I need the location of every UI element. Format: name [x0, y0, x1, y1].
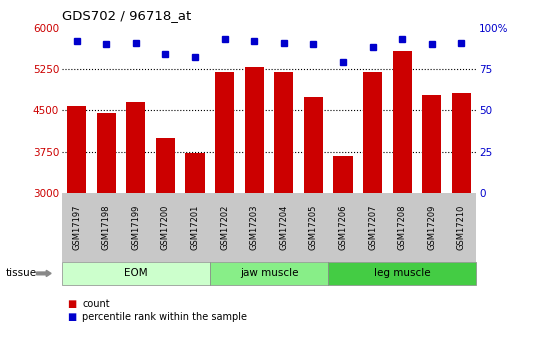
Bar [334, 156, 352, 193]
Text: GSM17205: GSM17205 [309, 205, 318, 250]
Text: GSM17200: GSM17200 [161, 205, 170, 250]
Bar [393, 51, 412, 193]
Bar [452, 93, 471, 193]
Text: GSM17206: GSM17206 [338, 205, 348, 250]
Text: GSM17197: GSM17197 [72, 205, 81, 250]
Bar [156, 138, 175, 193]
Text: percentile rank within the sample: percentile rank within the sample [82, 313, 247, 322]
Bar [304, 97, 323, 193]
Text: GSM17209: GSM17209 [427, 205, 436, 250]
Bar [245, 67, 264, 193]
Text: ■: ■ [67, 299, 76, 308]
Bar [363, 72, 382, 193]
Text: GSM17201: GSM17201 [190, 205, 200, 250]
Bar [67, 106, 86, 193]
Text: tissue: tissue [5, 268, 37, 278]
Bar [186, 154, 204, 193]
Text: GSM17207: GSM17207 [368, 205, 377, 250]
Text: ■: ■ [67, 313, 76, 322]
Text: leg muscle: leg muscle [374, 268, 430, 278]
Text: jaw muscle: jaw muscle [240, 268, 298, 278]
Text: GSM17210: GSM17210 [457, 205, 466, 250]
Text: GSM17202: GSM17202 [220, 205, 229, 250]
Bar [422, 95, 441, 193]
Bar [97, 113, 116, 193]
Text: GSM17203: GSM17203 [250, 205, 259, 250]
Bar [274, 72, 293, 193]
Text: count: count [82, 299, 110, 308]
Bar [215, 72, 234, 193]
Text: GSM17204: GSM17204 [279, 205, 288, 250]
Text: GDS702 / 96718_at: GDS702 / 96718_at [62, 9, 191, 22]
Text: GSM17208: GSM17208 [398, 205, 407, 250]
Text: GSM17198: GSM17198 [102, 205, 111, 250]
Bar [126, 102, 145, 193]
Text: GSM17199: GSM17199 [131, 205, 140, 250]
Text: EOM: EOM [124, 268, 147, 278]
